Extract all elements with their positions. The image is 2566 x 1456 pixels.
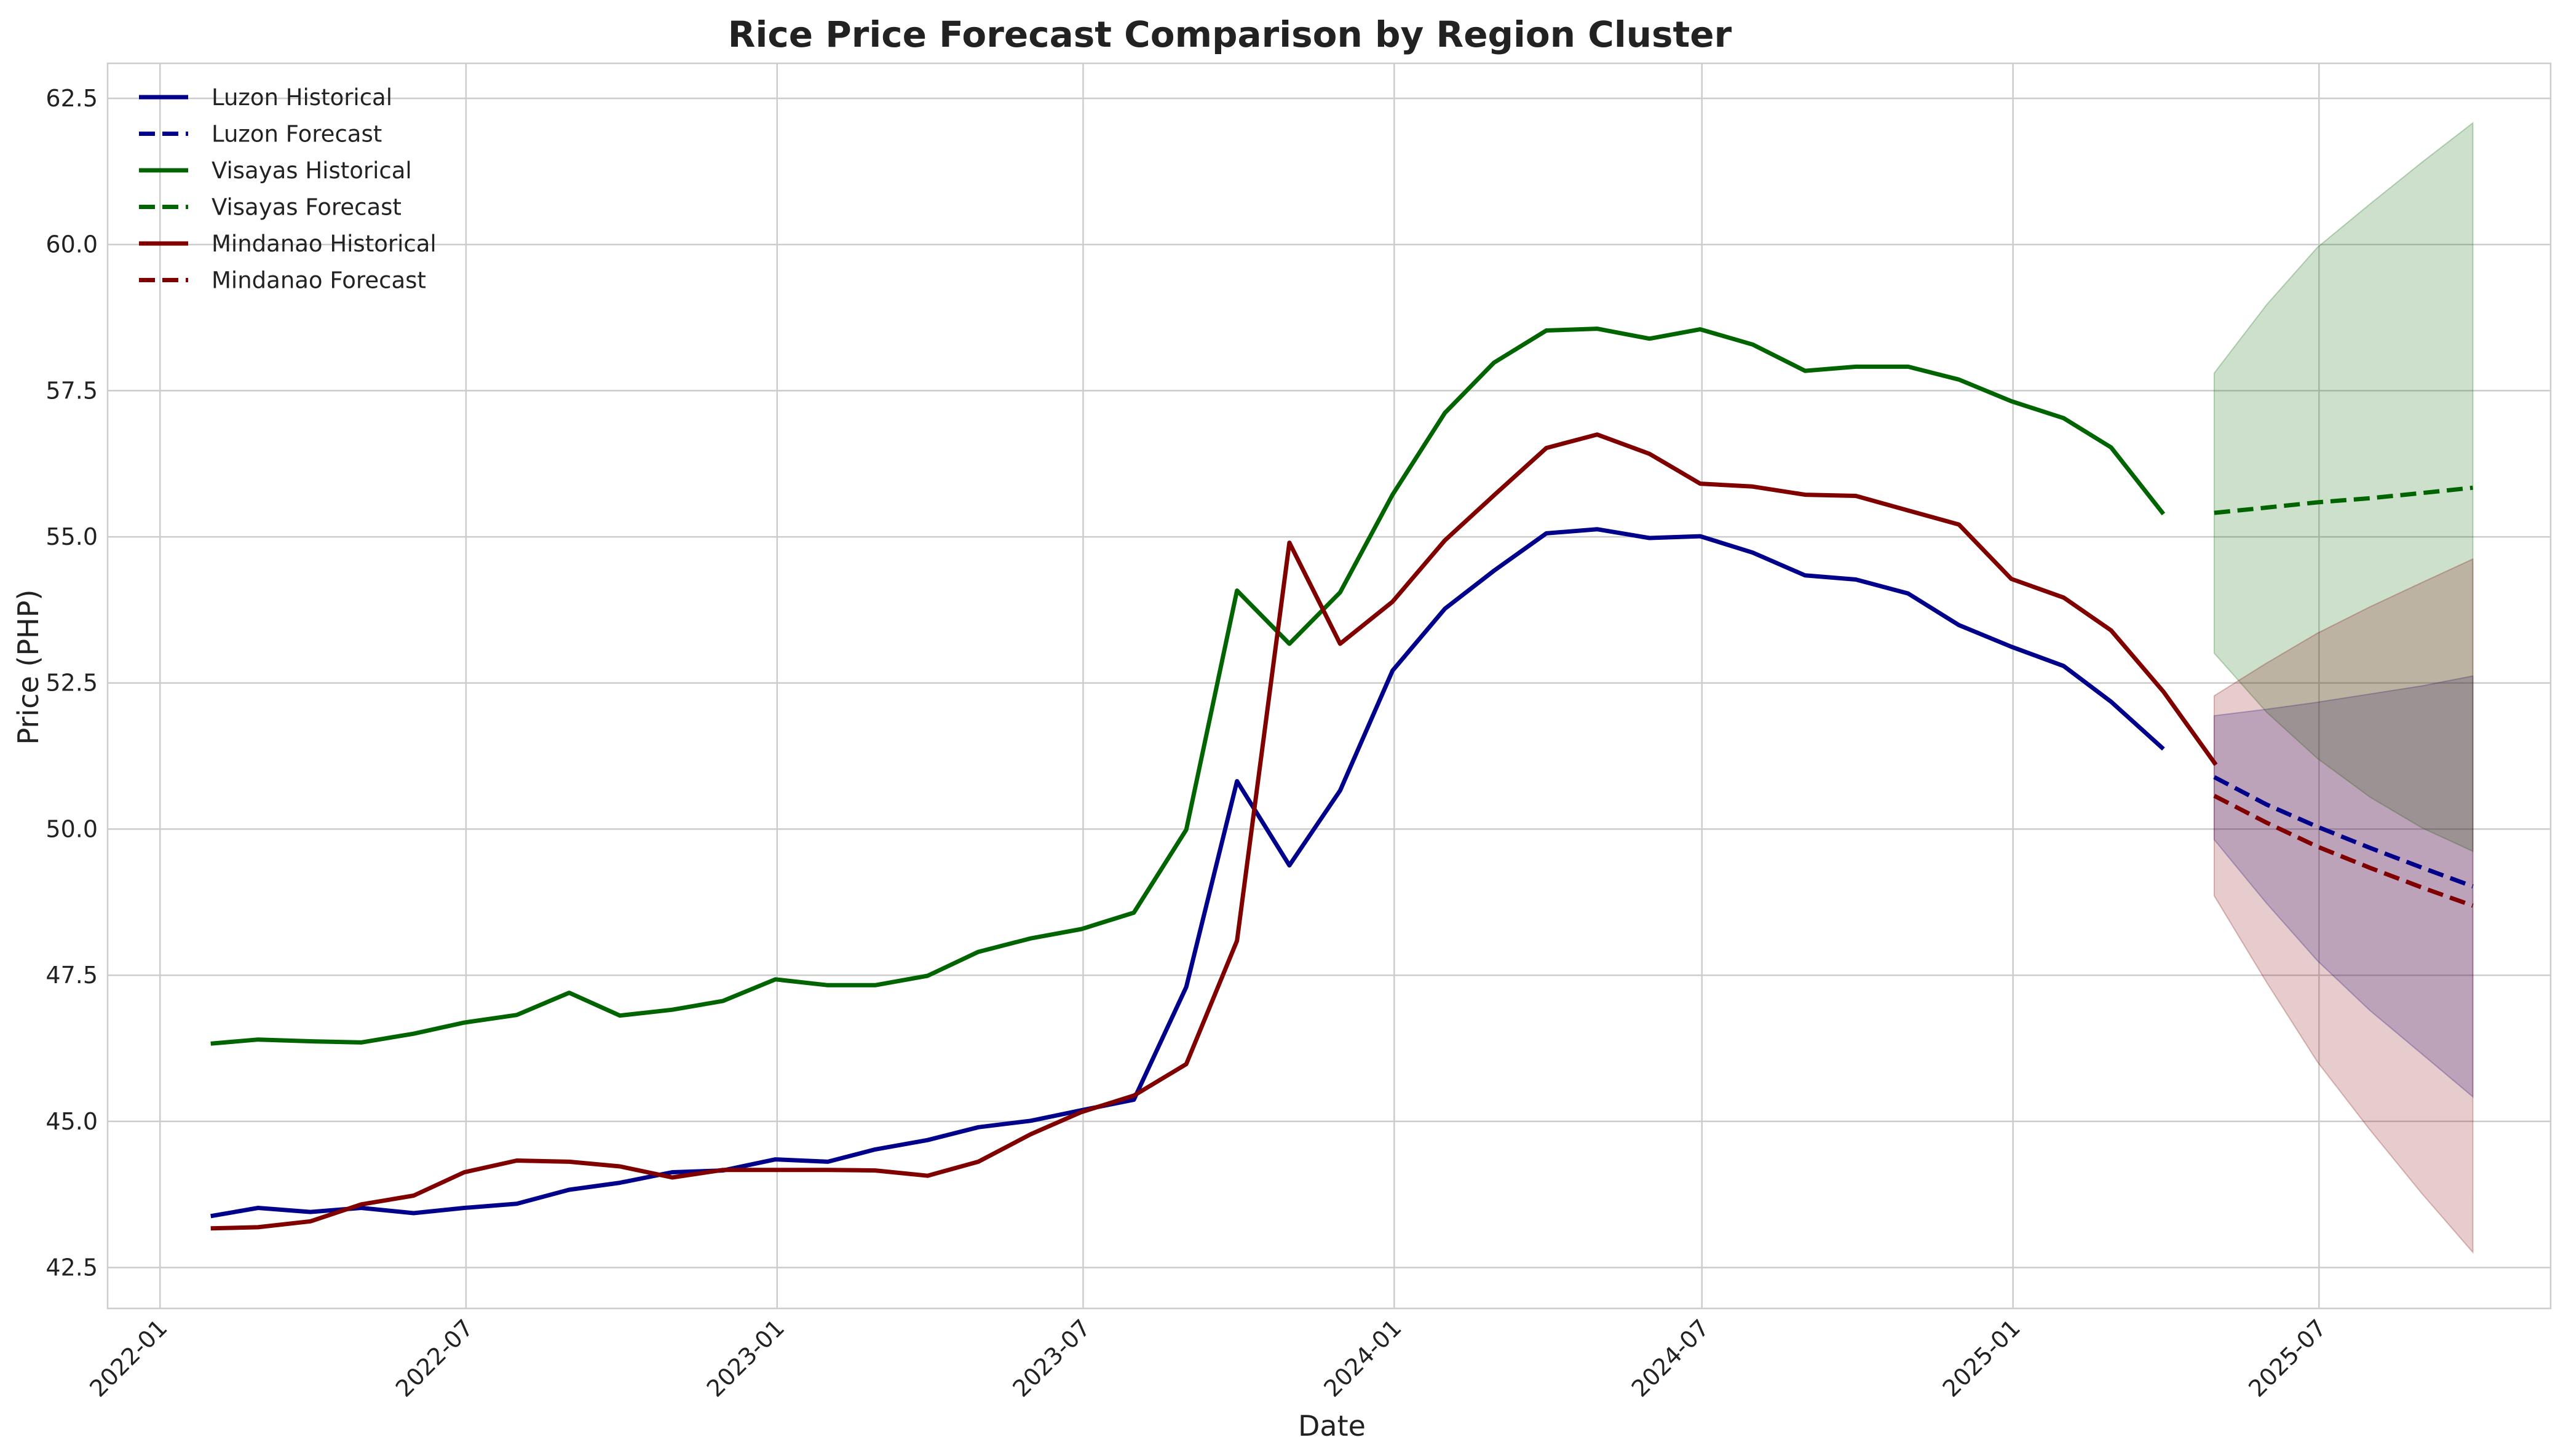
legend-label: Mindanao Historical [212, 231, 437, 257]
x-tick-label: 2023-07 [1007, 1314, 1095, 1402]
series-lines [210, 326, 2474, 1231]
x-axis-label: Date [1298, 1409, 1366, 1442]
legend-label: Mindanao Forecast [212, 267, 426, 294]
series-line [2213, 775, 2474, 888]
confidence-band [2213, 558, 2474, 1254]
x-tick-label: 2024-07 [1626, 1314, 1714, 1402]
legend-label: Visayas Forecast [212, 194, 402, 221]
legend-label: Luzon Forecast [212, 121, 382, 148]
series-line [2213, 794, 2474, 908]
series-line [210, 326, 2166, 1046]
plot-frame [106, 62, 2552, 1310]
legend-label: Visayas Historical [212, 157, 412, 184]
x-tick-label: 2023-01 [702, 1314, 790, 1402]
y-tick-label: 57.5 [46, 377, 98, 404]
confidence-band [2213, 675, 2474, 1098]
x-tick-label: 2022-07 [390, 1314, 478, 1402]
x-tick-label: 2025-07 [2243, 1314, 2331, 1402]
confidence-band [2213, 121, 2474, 853]
y-tick-label: 62.5 [46, 85, 98, 112]
chart-title: Rice Price Forecast Comparison by Region… [728, 14, 1732, 55]
x-tick-label: 2025-01 [1938, 1314, 2025, 1402]
y-tick-label: 42.5 [46, 1254, 98, 1281]
legend-label: Luzon Historical [212, 84, 392, 111]
x-axis-ticks: 2022-01 2022-07 2023-01 2023-07 2024-01 2024-… [84, 1314, 2331, 1402]
x-tick-label: 2024-01 [1318, 1314, 1406, 1402]
y-tick-label: 45.0 [46, 1108, 98, 1135]
grid-lines [108, 63, 2551, 1308]
series-line [210, 527, 2165, 1219]
series-line [2214, 485, 2473, 515]
y-tick-label: 50.0 [46, 815, 98, 842]
legend: Luzon Historical Luzon Forecast Visayas Hi… [139, 84, 437, 294]
x-tick-label: 2022-01 [84, 1314, 172, 1402]
y-axis-ticks: 42.5 45.0 47.5 50.0 52.5 55.0 57.5 60.0 62.5 [46, 85, 98, 1281]
y-axis-label: Price (PHP) [12, 590, 45, 745]
confidence-bands [2213, 121, 2474, 1254]
y-tick-label: 47.5 [46, 962, 98, 989]
y-tick-label: 60.0 [46, 231, 98, 258]
y-tick-label: 52.5 [46, 670, 98, 697]
series-line [210, 432, 2218, 1231]
y-tick-label: 55.0 [46, 523, 98, 550]
